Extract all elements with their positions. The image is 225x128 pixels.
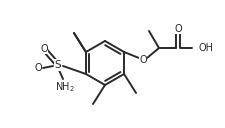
Text: O: O <box>40 44 48 54</box>
Text: OH: OH <box>198 43 213 53</box>
Text: O: O <box>173 24 181 34</box>
Text: S: S <box>54 60 61 70</box>
Text: NH$_2$: NH$_2$ <box>55 80 75 94</box>
Text: O: O <box>34 63 42 73</box>
Text: O: O <box>139 55 146 65</box>
